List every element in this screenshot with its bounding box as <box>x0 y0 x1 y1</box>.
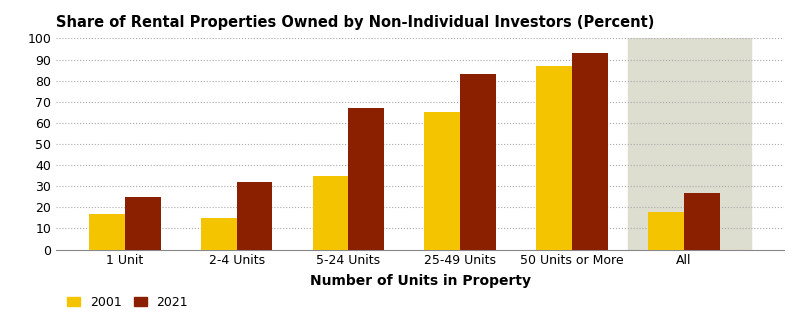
Bar <box>425 112 460 250</box>
Bar <box>237 182 273 250</box>
Bar <box>89 214 125 250</box>
Bar <box>313 176 349 250</box>
Bar <box>460 74 496 250</box>
X-axis label: Number of Units in Property: Number of Units in Property <box>310 275 530 288</box>
Bar <box>572 53 608 250</box>
Text: Share of Rental Properties Owned by Non-Individual Investors (Percent): Share of Rental Properties Owned by Non-… <box>56 15 654 30</box>
Bar <box>536 66 572 250</box>
Legend: 2001, 2021: 2001, 2021 <box>62 291 193 314</box>
Bar <box>201 218 237 250</box>
Bar <box>349 108 384 250</box>
Bar <box>648 212 684 250</box>
Bar <box>684 193 720 250</box>
Bar <box>628 38 751 250</box>
Bar <box>125 197 161 250</box>
